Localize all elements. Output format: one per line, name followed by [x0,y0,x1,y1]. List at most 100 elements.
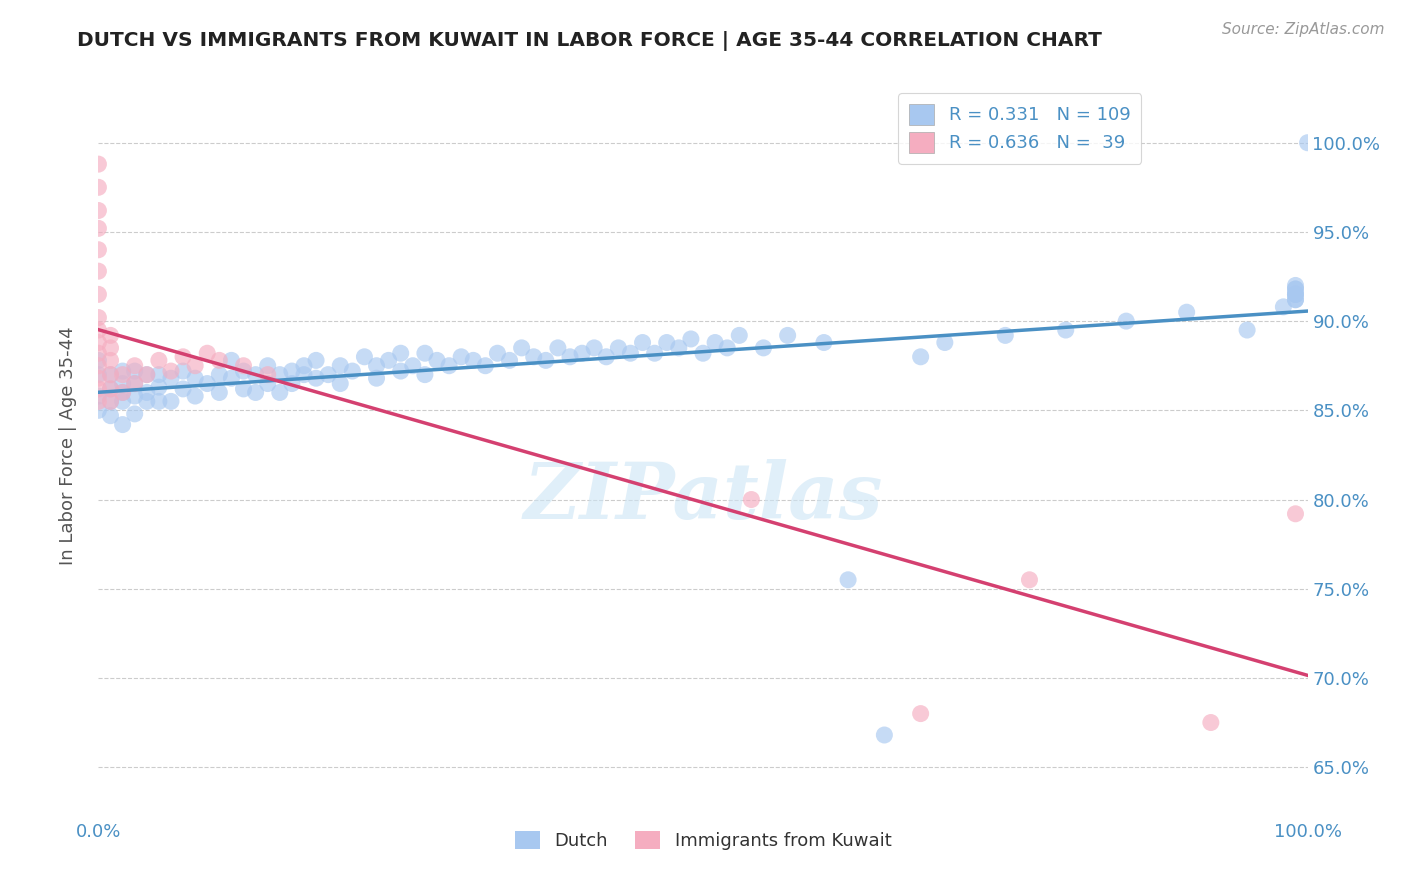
Point [100,409,122,423]
Point [172,364,194,378]
Point [1296,136,1319,150]
Point [87,335,110,350]
Point [498,353,520,368]
Legend: Dutch, Immigrants from Kuwait: Dutch, Immigrants from Kuwait [508,823,898,857]
Point [111,364,134,378]
Point [135,394,157,409]
Point [716,341,738,355]
Point [463,353,485,368]
Point [195,346,218,360]
Point [172,382,194,396]
Point [87,353,110,368]
Point [148,380,170,394]
Point [245,385,267,400]
Point [232,364,254,378]
Point [934,335,956,350]
Point [316,368,339,382]
Point [87,243,110,257]
Point [124,364,146,378]
Point [208,385,231,400]
Point [534,353,557,368]
Point [704,335,727,350]
Point [583,341,606,355]
Text: ZIPatlas: ZIPatlas [523,459,883,535]
Point [342,364,364,378]
Point [148,353,170,368]
Point [1284,282,1306,296]
Point [111,417,134,432]
Point [1175,305,1198,319]
Point [221,371,243,385]
Point [232,382,254,396]
Point [160,394,183,409]
Point [1199,715,1222,730]
Point [148,368,170,382]
Point [547,341,569,355]
Point [87,368,110,382]
Point [1284,507,1306,521]
Point [281,376,304,391]
Point [305,353,328,368]
Point [184,389,207,403]
Point [619,346,641,360]
Point [100,328,122,343]
Point [450,350,472,364]
Point [994,328,1017,343]
Point [353,350,375,364]
Point [100,394,122,409]
Point [510,341,533,355]
Point [1284,282,1306,296]
Point [692,346,714,360]
Point [426,353,449,368]
Point [873,728,896,742]
Point [184,359,207,373]
Point [124,376,146,391]
Point [172,350,194,364]
Point [523,350,546,364]
Point [124,407,146,421]
Point [124,376,146,391]
Point [87,203,110,218]
Point [281,364,304,378]
Point [292,359,315,373]
Point [1115,314,1137,328]
Point [1054,323,1077,337]
Point [111,368,134,382]
Point [631,335,654,350]
Point [208,368,231,382]
Point [1284,287,1306,301]
Point [87,382,110,396]
Point [1272,300,1295,314]
Point [111,394,134,409]
Point [135,385,157,400]
Point [305,371,328,385]
Point [245,368,267,382]
Point [100,353,122,368]
Point [184,371,207,385]
Point [232,359,254,373]
Point [87,310,110,325]
Point [111,376,134,391]
Point [87,359,110,373]
Point [100,382,122,396]
Point [910,706,932,721]
Point [366,371,388,385]
Point [292,368,315,382]
Point [389,364,412,378]
Point [87,346,110,360]
Point [740,492,762,507]
Point [135,368,157,382]
Point [87,323,110,337]
Point [1284,287,1306,301]
Point [571,346,593,360]
Point [111,385,134,400]
Point [1284,287,1306,301]
Point [413,368,436,382]
Point [1018,573,1040,587]
Point [752,341,775,355]
Point [221,353,243,368]
Point [124,389,146,403]
Text: Source: ZipAtlas.com: Source: ZipAtlas.com [1222,22,1385,37]
Point [269,385,291,400]
Point [160,364,183,378]
